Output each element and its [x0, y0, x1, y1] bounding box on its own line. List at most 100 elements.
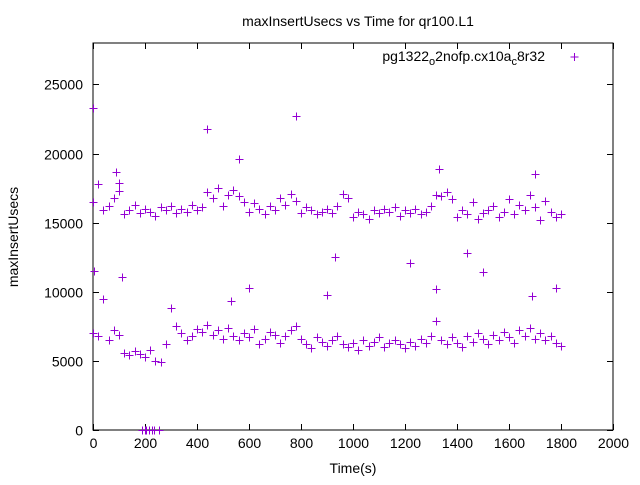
x-tick-label: 1600	[494, 435, 525, 451]
data-point	[235, 192, 244, 201]
data-point	[380, 343, 389, 352]
data-point	[167, 202, 176, 211]
data-point	[281, 201, 290, 210]
data-point	[515, 201, 524, 210]
data-point	[318, 208, 327, 217]
data-point	[422, 208, 431, 217]
data-point	[489, 331, 498, 340]
data-point	[193, 206, 202, 215]
data-point	[203, 321, 212, 330]
data-point	[115, 331, 124, 340]
data-point	[125, 206, 134, 215]
data-point	[453, 339, 462, 348]
data-point	[458, 206, 467, 215]
data-point	[271, 206, 280, 215]
data-point	[162, 206, 171, 215]
x-tick-label: 1200	[390, 435, 421, 451]
chart-title: maxInsertUsecs vs Time for qr100.L1	[242, 13, 474, 29]
data-point	[297, 209, 306, 218]
data-point	[266, 328, 275, 337]
data-point	[453, 213, 462, 222]
data-point	[214, 184, 223, 193]
data-point	[365, 342, 374, 351]
data-point	[541, 336, 550, 345]
data-point	[99, 295, 108, 304]
x-tick-label: 2000	[598, 435, 629, 451]
data-point	[515, 326, 524, 335]
data-point	[146, 346, 155, 355]
data-point	[276, 339, 285, 348]
data-point	[183, 336, 192, 345]
data-point	[479, 268, 488, 277]
data-point	[349, 339, 358, 348]
data-point	[406, 259, 415, 268]
data-point	[313, 210, 322, 219]
data-point	[432, 317, 441, 326]
data-point	[89, 198, 98, 207]
data-point	[125, 351, 134, 360]
data-point	[245, 208, 254, 217]
data-point	[495, 336, 504, 345]
data-point	[235, 155, 244, 164]
data-point	[131, 201, 140, 210]
data-point	[536, 216, 545, 225]
data-point	[339, 190, 348, 199]
data-point	[557, 210, 566, 219]
data-point	[448, 195, 457, 204]
data-point	[118, 273, 127, 282]
data-point	[323, 291, 332, 300]
data-point	[323, 205, 332, 214]
data-point	[474, 215, 483, 224]
data-point	[401, 344, 410, 353]
data-point	[245, 284, 254, 293]
data-point	[99, 206, 108, 215]
data-point	[292, 322, 301, 331]
legend: pg1322o2nofp.cx10ac8r32	[382, 48, 579, 68]
data-point	[146, 208, 155, 217]
data-point	[331, 253, 340, 262]
data-point	[391, 336, 400, 345]
data-point	[157, 203, 166, 212]
data-point	[94, 180, 103, 189]
data-point	[422, 339, 431, 348]
data-point	[380, 205, 389, 214]
x-axis-label: Time(s)	[330, 460, 377, 476]
data-point	[307, 206, 316, 215]
data-point	[313, 333, 322, 342]
data-point	[209, 194, 218, 203]
data-point	[552, 339, 561, 348]
data-point	[406, 338, 415, 347]
data-point	[344, 194, 353, 203]
plot-border	[92, 42, 614, 431]
data-point	[198, 328, 207, 337]
data-point	[427, 202, 436, 211]
data-point	[120, 210, 129, 219]
data-point	[479, 335, 488, 344]
data-point	[214, 326, 223, 335]
data-point	[219, 202, 228, 211]
y-axis-label: maxInsertUsecs	[5, 187, 21, 287]
data-point	[375, 209, 384, 218]
data-point	[484, 206, 493, 215]
y-tick-label: 10000	[44, 285, 83, 301]
data-point	[172, 209, 181, 218]
data-point	[396, 340, 405, 349]
data-point	[255, 205, 264, 214]
data-point	[463, 332, 472, 341]
data-point	[536, 329, 545, 338]
y-tick-label: 20000	[44, 147, 83, 163]
data-point	[333, 332, 342, 341]
data-point	[443, 340, 452, 349]
data-point	[531, 335, 540, 344]
data-point	[141, 205, 150, 214]
data-point	[521, 332, 530, 341]
data-point	[432, 191, 441, 200]
data-point	[151, 357, 160, 366]
data-point	[115, 179, 124, 188]
data-point	[177, 205, 186, 214]
data-point	[271, 331, 280, 340]
data-point	[547, 332, 556, 341]
data-point	[183, 208, 192, 217]
axis-ticks: 0 200 400 600 800 1000 1200 1400 1600 1800 2000050…	[44, 43, 629, 451]
y-tick-label: 5000	[52, 354, 83, 370]
